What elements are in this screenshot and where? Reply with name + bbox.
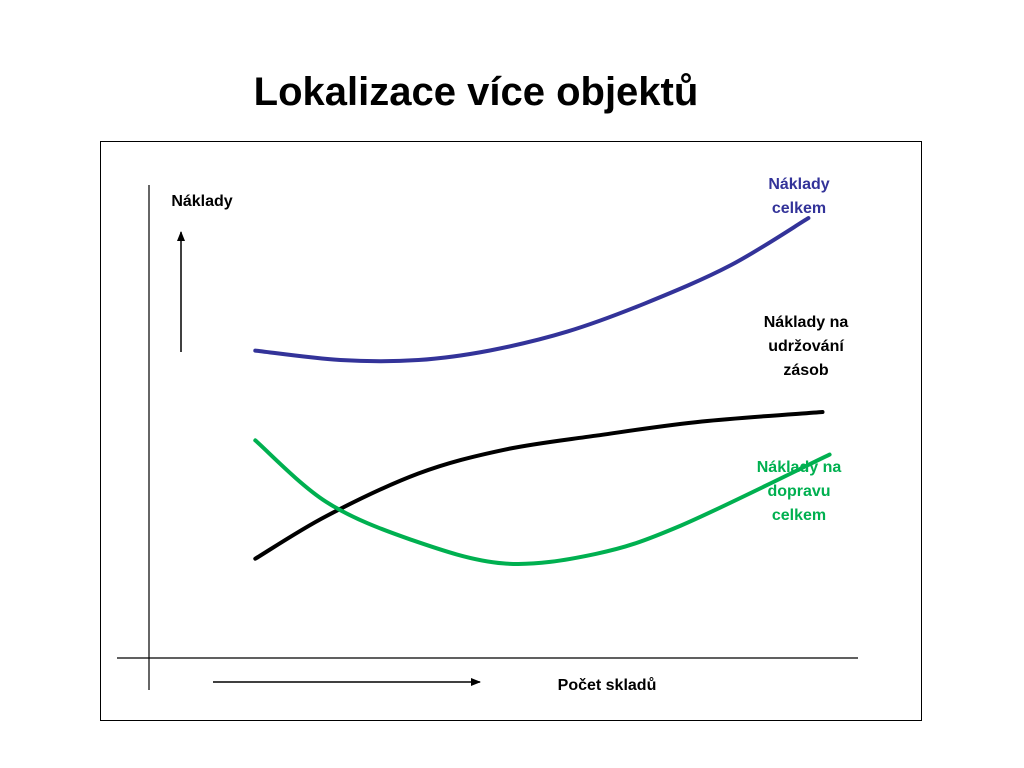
slide-title: Lokalizace více objektů	[253, 70, 699, 114]
series-label-inventory-cost-line: Náklady na	[764, 314, 849, 331]
series-label-total-cost-line: celkem	[772, 200, 826, 217]
series-label-total-cost: Náklady celkem	[768, 176, 829, 217]
series-line-transport-cost	[253, 438, 832, 566]
y-axis-label: Náklady	[171, 193, 232, 210]
series-label-inventory-cost-line: zásob	[783, 362, 829, 379]
x-axis-label: Počet skladů	[558, 677, 657, 694]
series-label-inventory-cost: Náklady na udržování zásob	[764, 314, 849, 379]
series-layer	[253, 216, 832, 566]
series-label-total-cost-line: Náklady	[768, 176, 829, 193]
series-label-transport-cost-line: celkem	[772, 507, 826, 524]
series-label-transport-cost: Náklady na dopravu celkem	[757, 459, 842, 524]
series-label-transport-cost-line: dopravu	[767, 483, 830, 500]
series-line-inventory-cost	[253, 410, 825, 561]
series-line-total-cost	[253, 216, 811, 364]
chart-frame	[100, 141, 922, 721]
series-label-transport-cost-line: Náklady na	[757, 459, 842, 476]
series-label-inventory-cost-line: udržování	[768, 338, 844, 355]
